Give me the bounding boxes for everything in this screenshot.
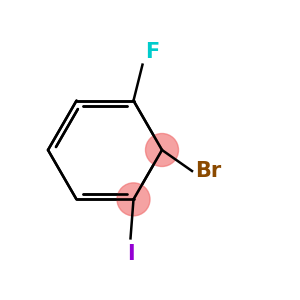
Text: F: F <box>146 42 160 62</box>
Text: Br: Br <box>195 161 221 181</box>
Circle shape <box>117 183 150 216</box>
Circle shape <box>146 134 178 166</box>
Text: I: I <box>127 244 134 264</box>
